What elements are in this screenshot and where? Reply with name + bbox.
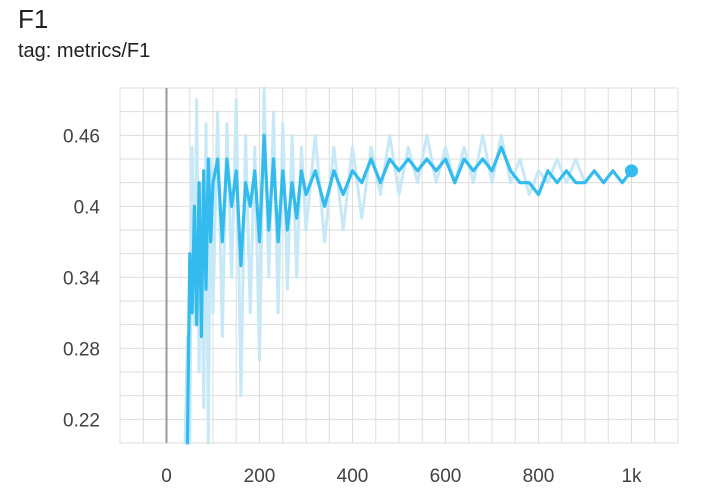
x-tick-label: 1k [621,466,642,487]
series-raw [183,86,633,445]
y-tick-label: 0.28 [63,339,100,360]
chart-tag-subtitle: tag: metrics/F1 [18,40,151,62]
y-tick-label: 0.46 [63,126,100,147]
x-tick-label: 400 [337,466,369,487]
x-tick-label: 0 [161,466,172,487]
series-smoothed [185,133,638,445]
chart-title: F1 [18,4,49,34]
y-tick-label: 0.4 [74,197,101,218]
x-axis-ticks: 0 200 400 600 800 1k [161,466,642,487]
y-tick-label: 0.34 [63,268,100,289]
x-tick-label: 600 [430,466,462,487]
y-axis-ticks: 0.22 0.28 0.34 0.4 0.46 [63,126,100,431]
raw-series-line [183,86,633,445]
smoothed-series-endpoint [625,164,638,178]
x-tick-label: 200 [244,466,276,487]
y-tick-label: 0.22 [63,410,100,431]
smoothed-series-line [185,133,634,445]
x-tick-label: 800 [523,466,555,487]
